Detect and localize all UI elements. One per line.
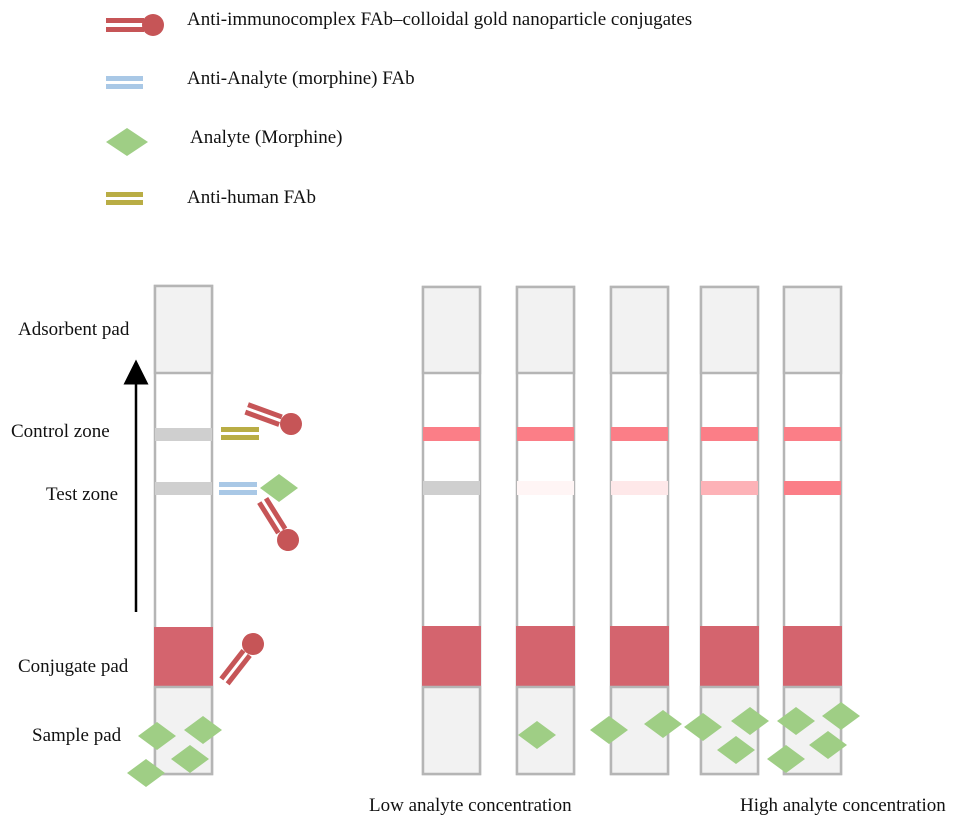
legend: Anti-immunocomplex FAb–colloidal gold na… <box>106 9 692 208</box>
analyte-diamond-icon <box>767 745 805 773</box>
analyte-diamond-icon <box>822 702 860 730</box>
analyte-diamond-icon <box>684 713 722 741</box>
test-line <box>423 481 480 495</box>
control-line <box>423 427 480 441</box>
analyte-diamond-icon <box>717 736 755 764</box>
control-zone-label: Control zone <box>11 421 110 442</box>
legend-anti-human-label: Anti-human FAb <box>187 187 316 208</box>
test-line <box>701 481 758 495</box>
analyte-diamond-icon <box>644 710 682 738</box>
test-line <box>517 481 574 495</box>
sample-pad-analytes <box>127 716 222 787</box>
test-line <box>155 482 212 495</box>
conjugate-pad <box>422 626 481 686</box>
adsorbent-pad <box>782 285 843 375</box>
test-zone-label: Test zone <box>46 484 118 505</box>
control-line <box>155 428 212 441</box>
conjugate-pad <box>516 626 575 686</box>
result-strip <box>590 285 682 776</box>
analyte-diamond-icon <box>731 707 769 735</box>
adsorbent-pad <box>515 285 576 375</box>
conjugate-pad <box>783 626 842 686</box>
anti-analyte-fab-icon <box>219 482 257 495</box>
adsorbent-pad <box>699 285 760 375</box>
adsorbent-pad <box>609 285 670 375</box>
control-line <box>784 427 841 441</box>
analyte-diamond-icon <box>138 722 176 750</box>
conjugate-pad <box>154 627 213 687</box>
control-line <box>701 427 758 441</box>
conjugate-pad-molecule <box>219 633 264 686</box>
sample-pad-label: Sample pad <box>32 725 122 746</box>
low-concentration-label: Low analyte concentration <box>369 795 572 816</box>
analyte-diamond-icon <box>106 128 148 156</box>
result-strip <box>421 285 482 776</box>
adsorbent-pad-label: Adsorbent pad <box>18 319 130 340</box>
anti-analyte-fab-icon <box>106 76 143 89</box>
control-line <box>611 427 668 441</box>
test-line <box>611 481 668 495</box>
high-concentration-label: High analyte concentration <box>740 795 946 816</box>
analyte-diamond-icon <box>809 731 847 759</box>
legend-anti-analyte-label: Anti-Analyte (morphine) FAb <box>187 68 415 89</box>
test-line <box>784 481 841 495</box>
analyte-diamond-icon <box>518 721 556 749</box>
legend-analyte-label: Analyte (Morphine) <box>190 127 342 148</box>
result-strip <box>767 285 860 776</box>
anti-human-fab-icon <box>221 427 259 440</box>
conjugate-pad <box>700 626 759 686</box>
conjugate-pad-label: Conjugate pad <box>18 656 129 677</box>
analyte-diamond-icon <box>590 716 628 744</box>
result-strip <box>515 285 576 776</box>
gold-conjugate-icon <box>219 633 264 686</box>
test-zone-molecules <box>219 474 299 551</box>
adsorbent-pad <box>153 284 214 375</box>
gold-conjugate-icon <box>257 496 299 551</box>
result-strips <box>421 285 860 776</box>
gold-conjugate-icon <box>106 14 164 36</box>
analyte-diamond-icon <box>127 759 165 787</box>
analyte-diamond-icon <box>260 474 298 502</box>
adsorbent-pad <box>421 285 482 375</box>
gold-conjugate-icon <box>244 402 302 435</box>
control-zone-molecules <box>221 402 302 440</box>
analyte-diamond-icon <box>777 707 815 735</box>
analyte-diamond-icon <box>184 716 222 744</box>
sample-pad <box>421 685 482 776</box>
schematic-strip <box>153 284 214 776</box>
anti-human-fab-icon <box>106 192 143 205</box>
legend-gold-conjugate-label: Anti-immunocomplex FAb–colloidal gold na… <box>187 9 692 30</box>
zone-labels: Adsorbent pad Control zone Test zone Con… <box>11 319 130 746</box>
analyte-diamond-icon <box>171 745 209 773</box>
conjugate-pad <box>610 626 669 686</box>
control-line <box>517 427 574 441</box>
result-strip <box>684 285 769 776</box>
